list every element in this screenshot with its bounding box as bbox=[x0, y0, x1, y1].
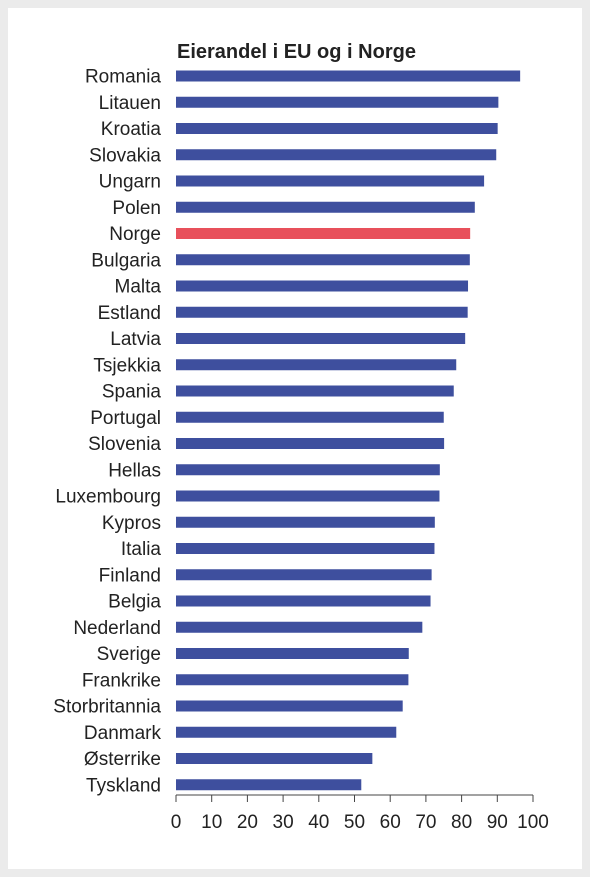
bar-slovenia bbox=[176, 438, 445, 449]
category-label: Spania bbox=[102, 382, 162, 403]
x-tick-label: 30 bbox=[273, 812, 294, 833]
bar-nederland bbox=[176, 621, 423, 633]
bar-ungarn bbox=[176, 175, 485, 187]
bar-danmark bbox=[176, 726, 397, 738]
bar-kroatia bbox=[176, 123, 498, 134]
x-tick-label: 80 bbox=[451, 812, 472, 833]
category-label: Luxembourg bbox=[55, 487, 161, 508]
category-label: Slovenia bbox=[88, 434, 161, 455]
category-label: Latvia bbox=[110, 329, 161, 350]
bar-malta bbox=[176, 280, 469, 292]
category-label: Romania bbox=[85, 67, 161, 88]
category-label: Tsjekkia bbox=[93, 355, 161, 376]
category-labels: Romania Litauen Kroatia Slovakia Ungarn Polen… bbox=[53, 67, 161, 797]
category-label: Sverige bbox=[97, 644, 161, 665]
category-label: Litauen bbox=[99, 93, 161, 114]
bar-luxembourg bbox=[176, 490, 440, 502]
bar-polen bbox=[176, 201, 475, 213]
category-label: Malta bbox=[115, 277, 162, 298]
x-tick-label: 10 bbox=[201, 812, 222, 833]
bar-estland bbox=[176, 306, 468, 318]
category-label: Portugal bbox=[90, 408, 161, 429]
x-tick-label: 40 bbox=[308, 812, 329, 833]
category-label: Østerrike bbox=[84, 749, 161, 770]
category-label: Danmark bbox=[84, 723, 162, 744]
x-tick-label: 70 bbox=[415, 812, 436, 833]
x-tick-label: 50 bbox=[344, 812, 365, 833]
bar-sverige bbox=[176, 648, 409, 659]
bars-group bbox=[176, 70, 521, 791]
category-label: Tyskland bbox=[86, 775, 161, 796]
bar-finland bbox=[176, 569, 432, 581]
bar-østerrike bbox=[176, 753, 373, 764]
bar-portugal bbox=[176, 411, 444, 423]
category-label: Storbritannia bbox=[53, 697, 161, 718]
bar-slovakia bbox=[176, 149, 497, 161]
x-tick-label: 90 bbox=[487, 812, 508, 833]
category-label: Finland bbox=[99, 565, 161, 586]
category-label: Kroatia bbox=[101, 119, 162, 140]
bar-hellas bbox=[176, 464, 440, 476]
chart-title: Eierandel i EU og i Norge bbox=[177, 41, 416, 63]
x-tick-label: 60 bbox=[380, 812, 401, 833]
category-label: Polen bbox=[112, 198, 161, 219]
category-label: Norge bbox=[109, 224, 161, 245]
bar-spania bbox=[176, 385, 454, 397]
bar-latvia bbox=[176, 333, 466, 344]
bar-italia bbox=[176, 543, 435, 554]
x-tick-label: 0 bbox=[171, 812, 182, 833]
category-label: Italia bbox=[121, 539, 162, 560]
bar-kypros bbox=[176, 516, 435, 528]
x-axis: 0 10 20 30 40 50 60 70 80 90 100 bbox=[171, 794, 549, 833]
category-label: Bulgaria bbox=[91, 250, 161, 271]
bar-tsjekkia bbox=[176, 359, 457, 371]
bar-belgia bbox=[176, 595, 431, 607]
category-label: Kypros bbox=[102, 513, 161, 534]
category-label: Belgia bbox=[108, 592, 161, 613]
bar-storbritannia bbox=[176, 700, 403, 712]
bar-litauen bbox=[176, 96, 499, 108]
bar-norge bbox=[176, 228, 471, 239]
category-label: Slovakia bbox=[89, 145, 161, 166]
bar-frankrike bbox=[176, 674, 409, 686]
bar-romania bbox=[176, 70, 521, 82]
x-tick-label: 20 bbox=[237, 812, 258, 833]
category-label: Estland bbox=[98, 303, 161, 324]
category-label: Ungarn bbox=[99, 172, 161, 193]
x-tick-label: 100 bbox=[517, 812, 549, 833]
bar-bulgaria bbox=[176, 254, 470, 266]
bar-tyskland bbox=[176, 779, 362, 791]
category-label: Hellas bbox=[108, 460, 161, 481]
category-label: Nederland bbox=[73, 618, 161, 639]
category-label: Frankrike bbox=[82, 670, 161, 691]
